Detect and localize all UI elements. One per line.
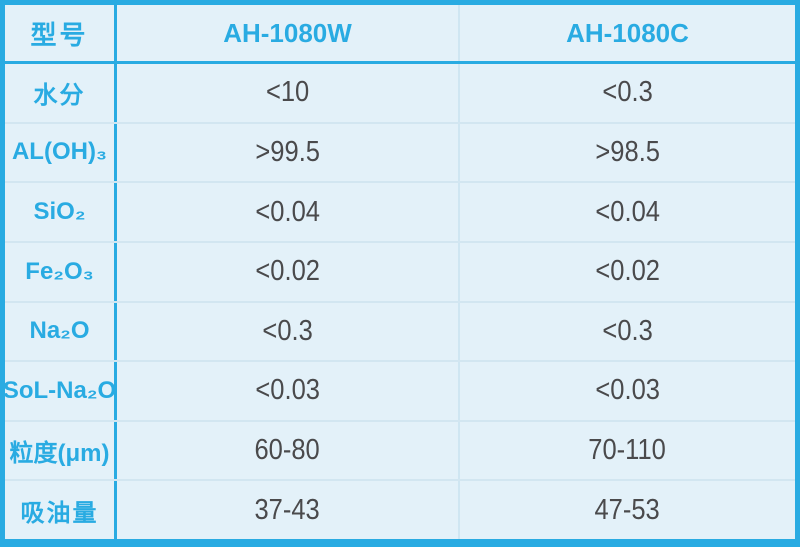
header-cell-model: 型号 xyxy=(5,5,117,61)
value-text: 60-80 xyxy=(254,434,321,467)
value-text: 70-110 xyxy=(588,434,667,467)
row-label: SoL-Na₂O xyxy=(5,376,117,404)
row-label-cell: Na₂O xyxy=(5,302,117,361)
table-row-sio2: SiO₂ <0.04 <0.04 xyxy=(5,181,795,241)
value-cell-ah-1080c: 70-110 xyxy=(460,422,795,480)
header-cell-ah-1080w: AH-1080W xyxy=(117,5,460,61)
value-cell-ah-1080c: <0.3 xyxy=(460,64,795,122)
value-cell-ah-1080w: 37-43 xyxy=(117,481,460,539)
row-label-cell: AL(OH)₃ xyxy=(5,123,117,182)
value-cell-ah-1080c: <0.3 xyxy=(460,303,795,361)
row-label-cell: 粒度(μm) xyxy=(5,421,117,480)
value-text: >99.5 xyxy=(255,135,320,168)
value-cell-ah-1080c: <0.02 xyxy=(460,243,795,301)
header-ah-1080w-label: AH-1080W xyxy=(223,17,352,48)
value-cell-ah-1080c: <0.04 xyxy=(460,183,795,241)
row-label: Na₂O xyxy=(29,317,90,345)
value-cell-ah-1080w: <0.3 xyxy=(117,302,460,361)
value-text: <10 xyxy=(265,76,310,109)
header-model-label: 型号 xyxy=(30,19,89,50)
value-text: >98.5 xyxy=(595,135,660,168)
value-cell-ah-1080w: <0.02 xyxy=(117,242,460,301)
row-label-cell: Fe₂O₃ xyxy=(5,242,117,301)
value-text: <0.3 xyxy=(602,314,653,347)
header-ah-1080c-label: AH-1080C xyxy=(566,17,689,48)
row-label: AL(OH)₃ xyxy=(11,138,108,166)
row-label-cell: SoL-Na₂O xyxy=(5,362,117,420)
table-row-na2o: Na₂O <0.3 <0.3 xyxy=(5,300,795,361)
value-text: <0.02 xyxy=(255,255,320,288)
value-text: <0.3 xyxy=(262,314,313,347)
table-row-fe2o3: Fe₂O₃ <0.02 <0.02 xyxy=(5,240,795,301)
row-label-cell: 水分 xyxy=(5,64,117,122)
value-cell-ah-1080c: <0.03 xyxy=(460,362,795,420)
table-row-moisture: 水分 <10 <0.3 xyxy=(5,64,795,122)
value-text: 47-53 xyxy=(594,493,661,526)
value-cell-ah-1080w: 60-80 xyxy=(117,421,460,480)
value-text: <0.04 xyxy=(255,195,320,228)
row-label-cell: 吸油量 xyxy=(5,481,117,539)
table-row-sol-na2o: SoL-Na₂O <0.03 <0.03 xyxy=(5,360,795,420)
row-label: 水分 xyxy=(33,82,86,110)
row-label: 吸油量 xyxy=(20,499,99,527)
row-label: SiO₂ xyxy=(33,198,86,226)
value-cell-ah-1080w: <10 xyxy=(117,64,460,122)
value-cell-ah-1080w: <0.03 xyxy=(117,362,460,420)
value-text: <0.02 xyxy=(595,255,660,288)
value-text: <0.03 xyxy=(595,374,660,407)
value-cell-ah-1080w: <0.04 xyxy=(117,183,460,241)
table-row-particle-size: 粒度(μm) 60-80 70-110 xyxy=(5,419,795,480)
row-label-cell: SiO₂ xyxy=(5,183,117,241)
header-cell-ah-1080c: AH-1080C xyxy=(460,5,795,61)
table-row-oil-absorption: 吸油量 37-43 47-53 xyxy=(5,479,795,539)
value-cell-ah-1080c: 47-53 xyxy=(460,481,795,539)
value-cell-ah-1080w: >99.5 xyxy=(117,123,460,182)
value-text: <0.03 xyxy=(255,374,320,407)
table-row-aloh3: AL(OH)₃ >99.5 >98.5 xyxy=(5,121,795,182)
value-text: <0.3 xyxy=(602,76,653,109)
header-row: 型号 AH-1080W AH-1080C xyxy=(5,5,795,64)
value-text: 37-43 xyxy=(254,493,321,526)
row-label: 粒度(μm) xyxy=(9,440,110,468)
value-cell-ah-1080c: >98.5 xyxy=(460,124,795,182)
value-text: <0.04 xyxy=(595,195,660,228)
row-label: Fe₂O₃ xyxy=(25,257,94,285)
